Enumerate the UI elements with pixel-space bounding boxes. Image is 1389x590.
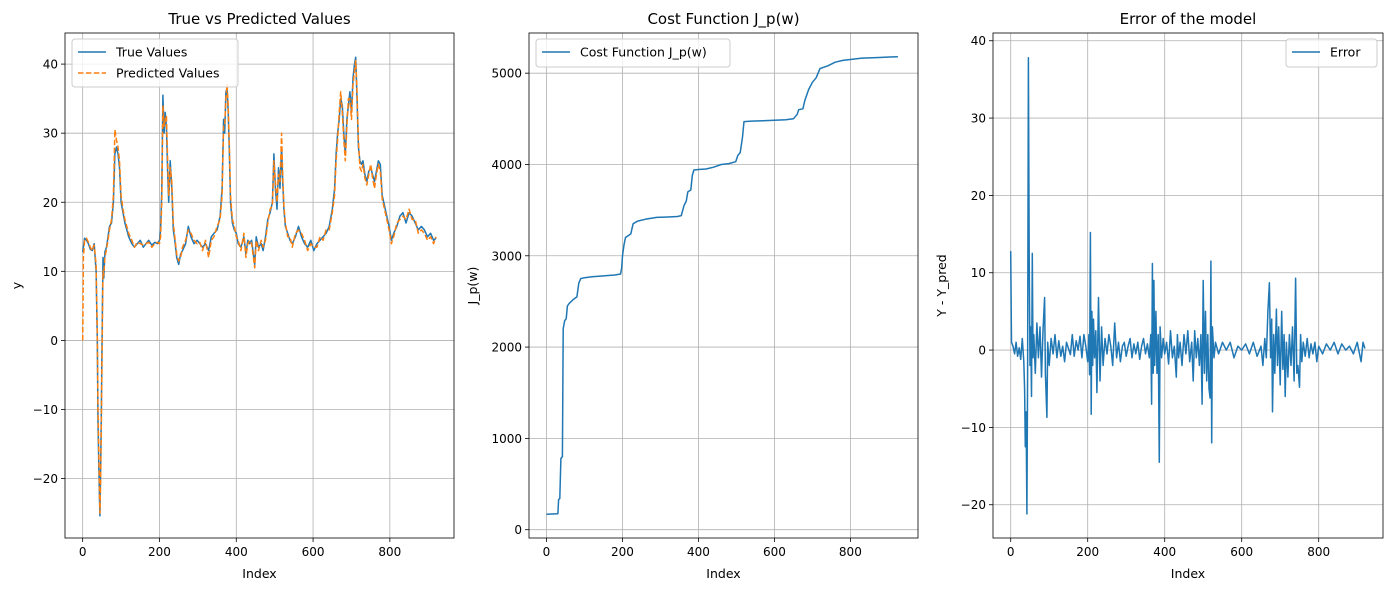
x-tick-label: 400 (1153, 545, 1176, 559)
x-tick-label: 600 (302, 545, 325, 559)
axes-frame (992, 32, 1384, 539)
legend-label: Cost Function J_p(w) (580, 45, 707, 60)
chart-panel-3: 0 200 400 600 800 −20 −10 0 10 20 30 40 Error of the… (934, 10, 1384, 581)
chart-title: Error of the model (1120, 10, 1257, 28)
legend-box (535, 38, 731, 68)
legend-label: Predicted Values (116, 66, 220, 81)
series-line-cost-function-j-p-w- (546, 55, 898, 515)
x-tick-label: 600 (763, 545, 786, 559)
y-tick-label: 30 (971, 112, 986, 126)
y-tick-label: −20 (961, 498, 986, 512)
x-tick-label: 800 (839, 545, 862, 559)
y-tick-label: 3000 (491, 249, 522, 263)
series-line-true-values (81, 56, 437, 517)
x-tick-label: 800 (378, 545, 401, 559)
chart-title: True vs Predicted Values (167, 10, 350, 28)
x-axis-label: Index (242, 566, 276, 581)
legend-label: True Values (115, 45, 187, 60)
x-tick-label: 0 (1007, 545, 1015, 559)
y-tick-label: 20 (971, 189, 986, 203)
y-tick-label: 2000 (491, 341, 522, 355)
y-tick-label: −10 (961, 421, 986, 435)
y-tick-label: 5000 (491, 67, 522, 81)
x-tick-label: 0 (79, 545, 87, 559)
y-tick-label: 4000 (491, 158, 522, 172)
legend-label: Error (1330, 45, 1361, 60)
y-tick-label: 1000 (491, 432, 522, 446)
y-tick-label: 0 (514, 523, 522, 537)
chart-panel-2: 0 200 400 600 800 0 1000 2000 3000 4000 5000 Cost F… (465, 10, 919, 581)
axes-frame (528, 32, 919, 539)
legend: Error (1285, 38, 1378, 68)
series-line-error (1009, 56, 1366, 515)
legend-box (1285, 38, 1378, 68)
x-tick-label: 600 (1230, 545, 1253, 559)
x-tick-label: 400 (225, 545, 248, 559)
y-axis-label: y (9, 281, 24, 289)
x-tick-label: 200 (611, 545, 634, 559)
x-tick-label: 200 (148, 545, 171, 559)
y-tick-label: 30 (43, 127, 58, 141)
y-tick-label: 0 (50, 334, 58, 348)
axes-frame (64, 32, 455, 539)
chart-panel-1: 0 200 400 600 800 −20 −10 0 10 20 30 40 True vs Pred… (9, 10, 455, 581)
x-tick-label: 800 (1307, 545, 1330, 559)
y-tick-label: 40 (971, 34, 986, 48)
legend: True Values Predicted Values (71, 38, 239, 88)
x-tick-label: 400 (687, 545, 710, 559)
y-tick-label: 0 (978, 344, 986, 358)
y-tick-label: −20 (33, 472, 58, 486)
y-tick-label: 10 (971, 266, 986, 280)
series-line-predicted-values (81, 59, 437, 514)
y-tick-label: −10 (33, 403, 58, 417)
y-tick-label: 20 (43, 196, 58, 210)
chart-title: Cost Function J_p(w) (647, 10, 799, 29)
legend-box (71, 38, 239, 88)
y-tick-label: 40 (43, 58, 58, 72)
x-tick-label: 200 (1076, 545, 1099, 559)
x-axis-label: Index (1171, 566, 1205, 581)
y-tick-label: 10 (43, 265, 58, 279)
x-tick-label: 0 (543, 545, 551, 559)
y-axis-label: J_p(w) (465, 267, 480, 306)
y-axis-label: Y - Y_pred (934, 254, 949, 317)
x-axis-label: Index (706, 566, 740, 581)
legend: Cost Function J_p(w) (535, 38, 731, 68)
